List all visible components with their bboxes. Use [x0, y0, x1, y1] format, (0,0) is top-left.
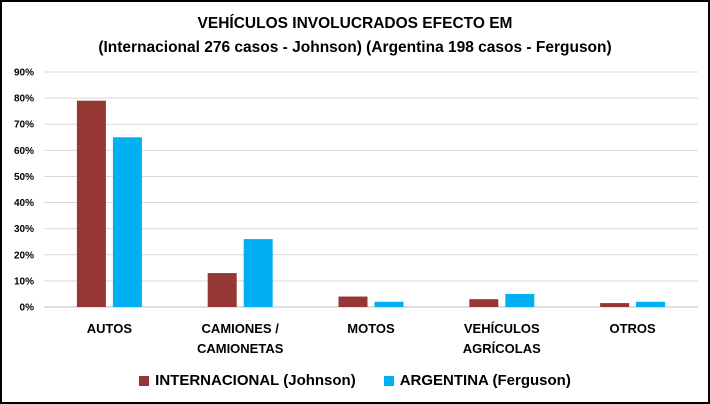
x-tick-label-line: MOTOS — [347, 321, 395, 336]
bar-internacional — [207, 273, 237, 307]
y-tick-label: 30% — [14, 224, 34, 235]
y-tick-label: 0% — [20, 303, 35, 314]
bar-internacional — [76, 100, 106, 307]
chart-subtitle: (Internacional 276 casos - Johnson) (Arg… — [98, 39, 612, 56]
x-tick-label-line: OTROS — [609, 321, 656, 336]
bar-internacional — [600, 303, 630, 307]
legend-label-internacional: INTERNACIONAL (Johnson) — [155, 372, 356, 389]
bar-argentina — [112, 137, 142, 307]
bar-argentina — [505, 293, 535, 307]
legend: INTERNACIONAL (Johnson) ARGENTINA (Fergu… — [2, 372, 708, 389]
x-tick-label: CAMIONES / CAMIONETAS — [197, 321, 284, 356]
y-tick-label: 90% — [14, 68, 34, 79]
x-tick-label-line: AUTOS — [87, 321, 133, 336]
chart-title-block: VEHÍCULOS INVOLUCRADOS EFECTO EM (Intern… — [2, 12, 708, 60]
bar-argentina — [636, 301, 666, 307]
y-tick-label: 20% — [14, 250, 34, 261]
chart-title: VEHÍCULOS INVOLUCRADOS EFECTO EM — [197, 15, 513, 32]
y-tick-label: 80% — [14, 94, 34, 105]
y-tick-label: 50% — [14, 172, 34, 183]
x-tick-label-line: CAMIONETAS — [197, 341, 284, 356]
x-tick-label-line: VEHÍCULOS — [464, 321, 540, 336]
x-tick-label: MOTOS — [347, 321, 395, 336]
bar-argentina — [243, 239, 273, 307]
legend-swatch-internacional — [139, 375, 150, 386]
y-tick-label: 10% — [14, 276, 34, 287]
y-tick-label: 70% — [14, 120, 34, 131]
x-tick-label-line: AGRÍCOLAS — [463, 341, 541, 356]
y-tick-label: 60% — [14, 146, 34, 157]
x-tick-label: VEHÍCULOS AGRÍCOLAS — [463, 321, 541, 356]
legend-item-internacional: INTERNACIONAL (Johnson) — [139, 372, 356, 389]
bar-internacional — [338, 296, 368, 307]
legend-label-argentina: ARGENTINA (Ferguson) — [399, 372, 571, 389]
y-tick-label: 40% — [14, 198, 34, 209]
x-tick-label: AUTOS — [87, 321, 133, 336]
x-tick-label: OTROS — [609, 321, 656, 336]
bar-argentina — [374, 301, 404, 307]
legend-item-argentina: ARGENTINA (Ferguson) — [383, 372, 571, 389]
legend-swatch-argentina — [383, 375, 394, 386]
bar-internacional — [469, 299, 499, 307]
x-tick-label-line: CAMIONES / — [202, 321, 280, 336]
